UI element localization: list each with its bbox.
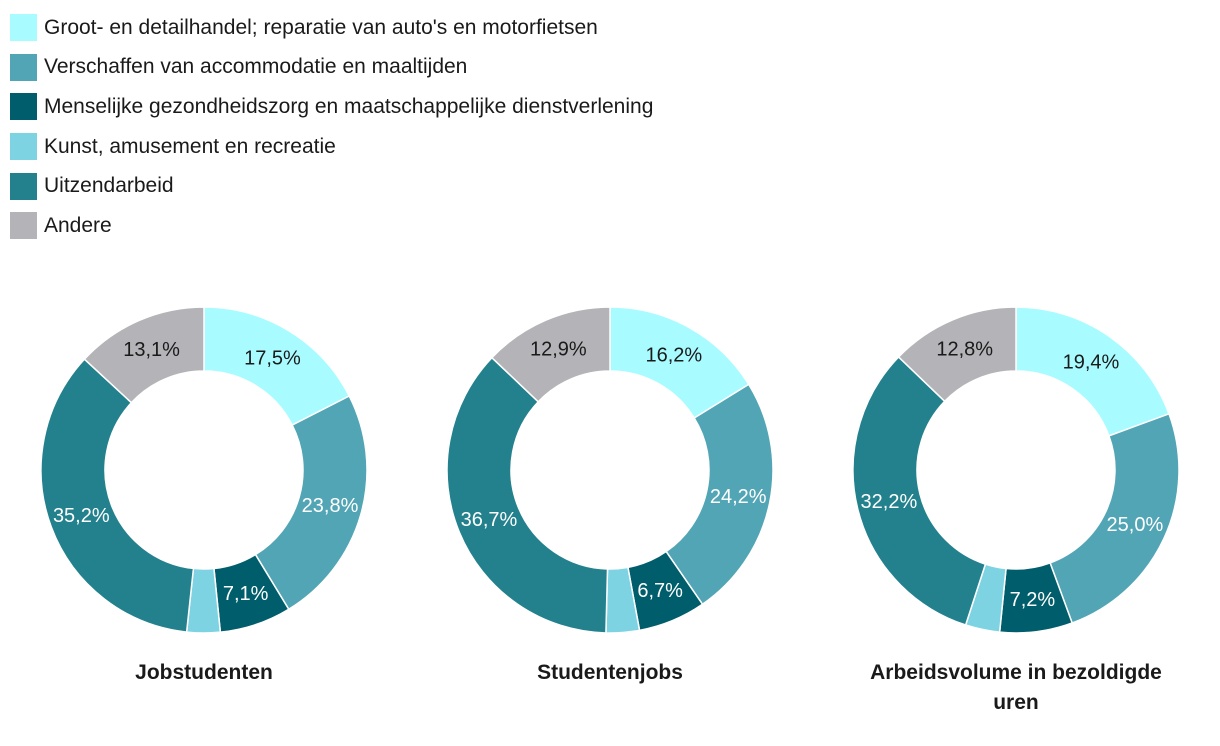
donut-svg: 17,5% 23,8% 7,1% 35,2% 13,1% — [40, 306, 368, 634]
legend-item: Andere — [10, 206, 653, 246]
legend-label: Verschaffen van accommodatie en maaltijd… — [44, 55, 468, 79]
legend-swatch — [10, 212, 37, 240]
legend-label: Uitzendarbeid — [44, 174, 174, 198]
slice-andere — [490, 306, 611, 403]
legend-swatch — [10, 172, 37, 200]
legend-item: Groot- en detailhandel; reparatie van au… — [10, 8, 653, 48]
legend-label: Kunst, amusement en recreatie — [44, 134, 336, 158]
slice-label-accommodatie-maaltijden: 23,8% — [302, 495, 359, 517]
slice-label-groot-detailhandel: 19,4% — [1063, 352, 1120, 374]
chart-title: Studentenjobs — [537, 661, 683, 684]
legend: Groot- en detailhandel; reparatie van au… — [10, 8, 653, 246]
legend-item: Uitzendarbeid — [10, 166, 653, 206]
slice-label-gezondheidszorg: 7,2% — [1010, 589, 1056, 611]
donut-chart-jobstudenten: 17,5% 23,8% 7,1% 35,2% 13,1% Jobstudenten — [34, 300, 374, 688]
slice-label-uitzendarbeid: 36,7% — [461, 509, 518, 531]
slice-label-groot-detailhandel: 17,5% — [244, 347, 301, 369]
legend-label: Menselijke gezondheidszorg en maatschapp… — [44, 94, 654, 118]
chart-title: Jobstudenten — [135, 661, 273, 684]
donut-chart-arbeidsvolume: 19,4% 25,0% 7,2% 32,2% 12,8% Arbeidsvolume i… — [846, 300, 1186, 718]
slice-uitzendarbeid — [446, 356, 609, 634]
slice-label-accommodatie-maaltijden: 24,2% — [710, 486, 767, 508]
slice-label-andere: 12,8% — [936, 338, 993, 360]
slice-label-andere: 12,9% — [530, 339, 587, 361]
legend-swatch — [10, 14, 37, 42]
slice-label-accommodatie-maaltijden: 25,0% — [1107, 514, 1164, 536]
slice-label-uitzendarbeid: 32,2% — [861, 491, 918, 513]
legend-label: Groot- en detailhandel; reparatie van au… — [44, 15, 598, 39]
donut-svg: 16,2% 24,2% 6,7% 36,7% 12,9% — [446, 306, 774, 634]
legend-swatch — [10, 133, 37, 161]
slice-accommodatie-maaltijden — [665, 383, 774, 606]
legend-swatch — [10, 93, 37, 121]
slice-label-uitzendarbeid: 35,2% — [53, 505, 110, 527]
legend-item: Menselijke gezondheidszorg en maatschapp… — [10, 87, 653, 127]
donut-svg: 19,4% 25,0% 7,2% 32,2% 12,8% — [852, 306, 1180, 634]
slice-label-andere: 13,1% — [123, 339, 180, 361]
legend-swatch — [10, 53, 37, 81]
slice-label-groot-detailhandel: 16,2% — [645, 345, 702, 367]
slice-accommodatie-maaltijden — [1049, 412, 1180, 624]
legend-label: Andere — [44, 213, 112, 237]
slice-uitzendarbeid — [852, 355, 987, 626]
slice-label-gezondheidszorg: 7,1% — [223, 583, 269, 605]
slice-andere — [83, 306, 205, 404]
slice-andere — [897, 306, 1017, 403]
chart-title: Arbeidsvolume in bezoldigde uren — [870, 661, 1162, 714]
legend-item: Verschaffen van accommodatie en maaltijd… — [10, 48, 653, 88]
donut-chart-studentenjobs: 16,2% 24,2% 6,7% 36,7% 12,9% Studentenjobs — [440, 300, 780, 688]
slice-uitzendarbeid — [40, 358, 195, 633]
slice-label-gezondheidszorg: 6,7% — [637, 580, 683, 602]
slice-accommodatie-maaltijden — [254, 394, 368, 611]
legend-item: Kunst, amusement en recreatie — [10, 127, 653, 167]
